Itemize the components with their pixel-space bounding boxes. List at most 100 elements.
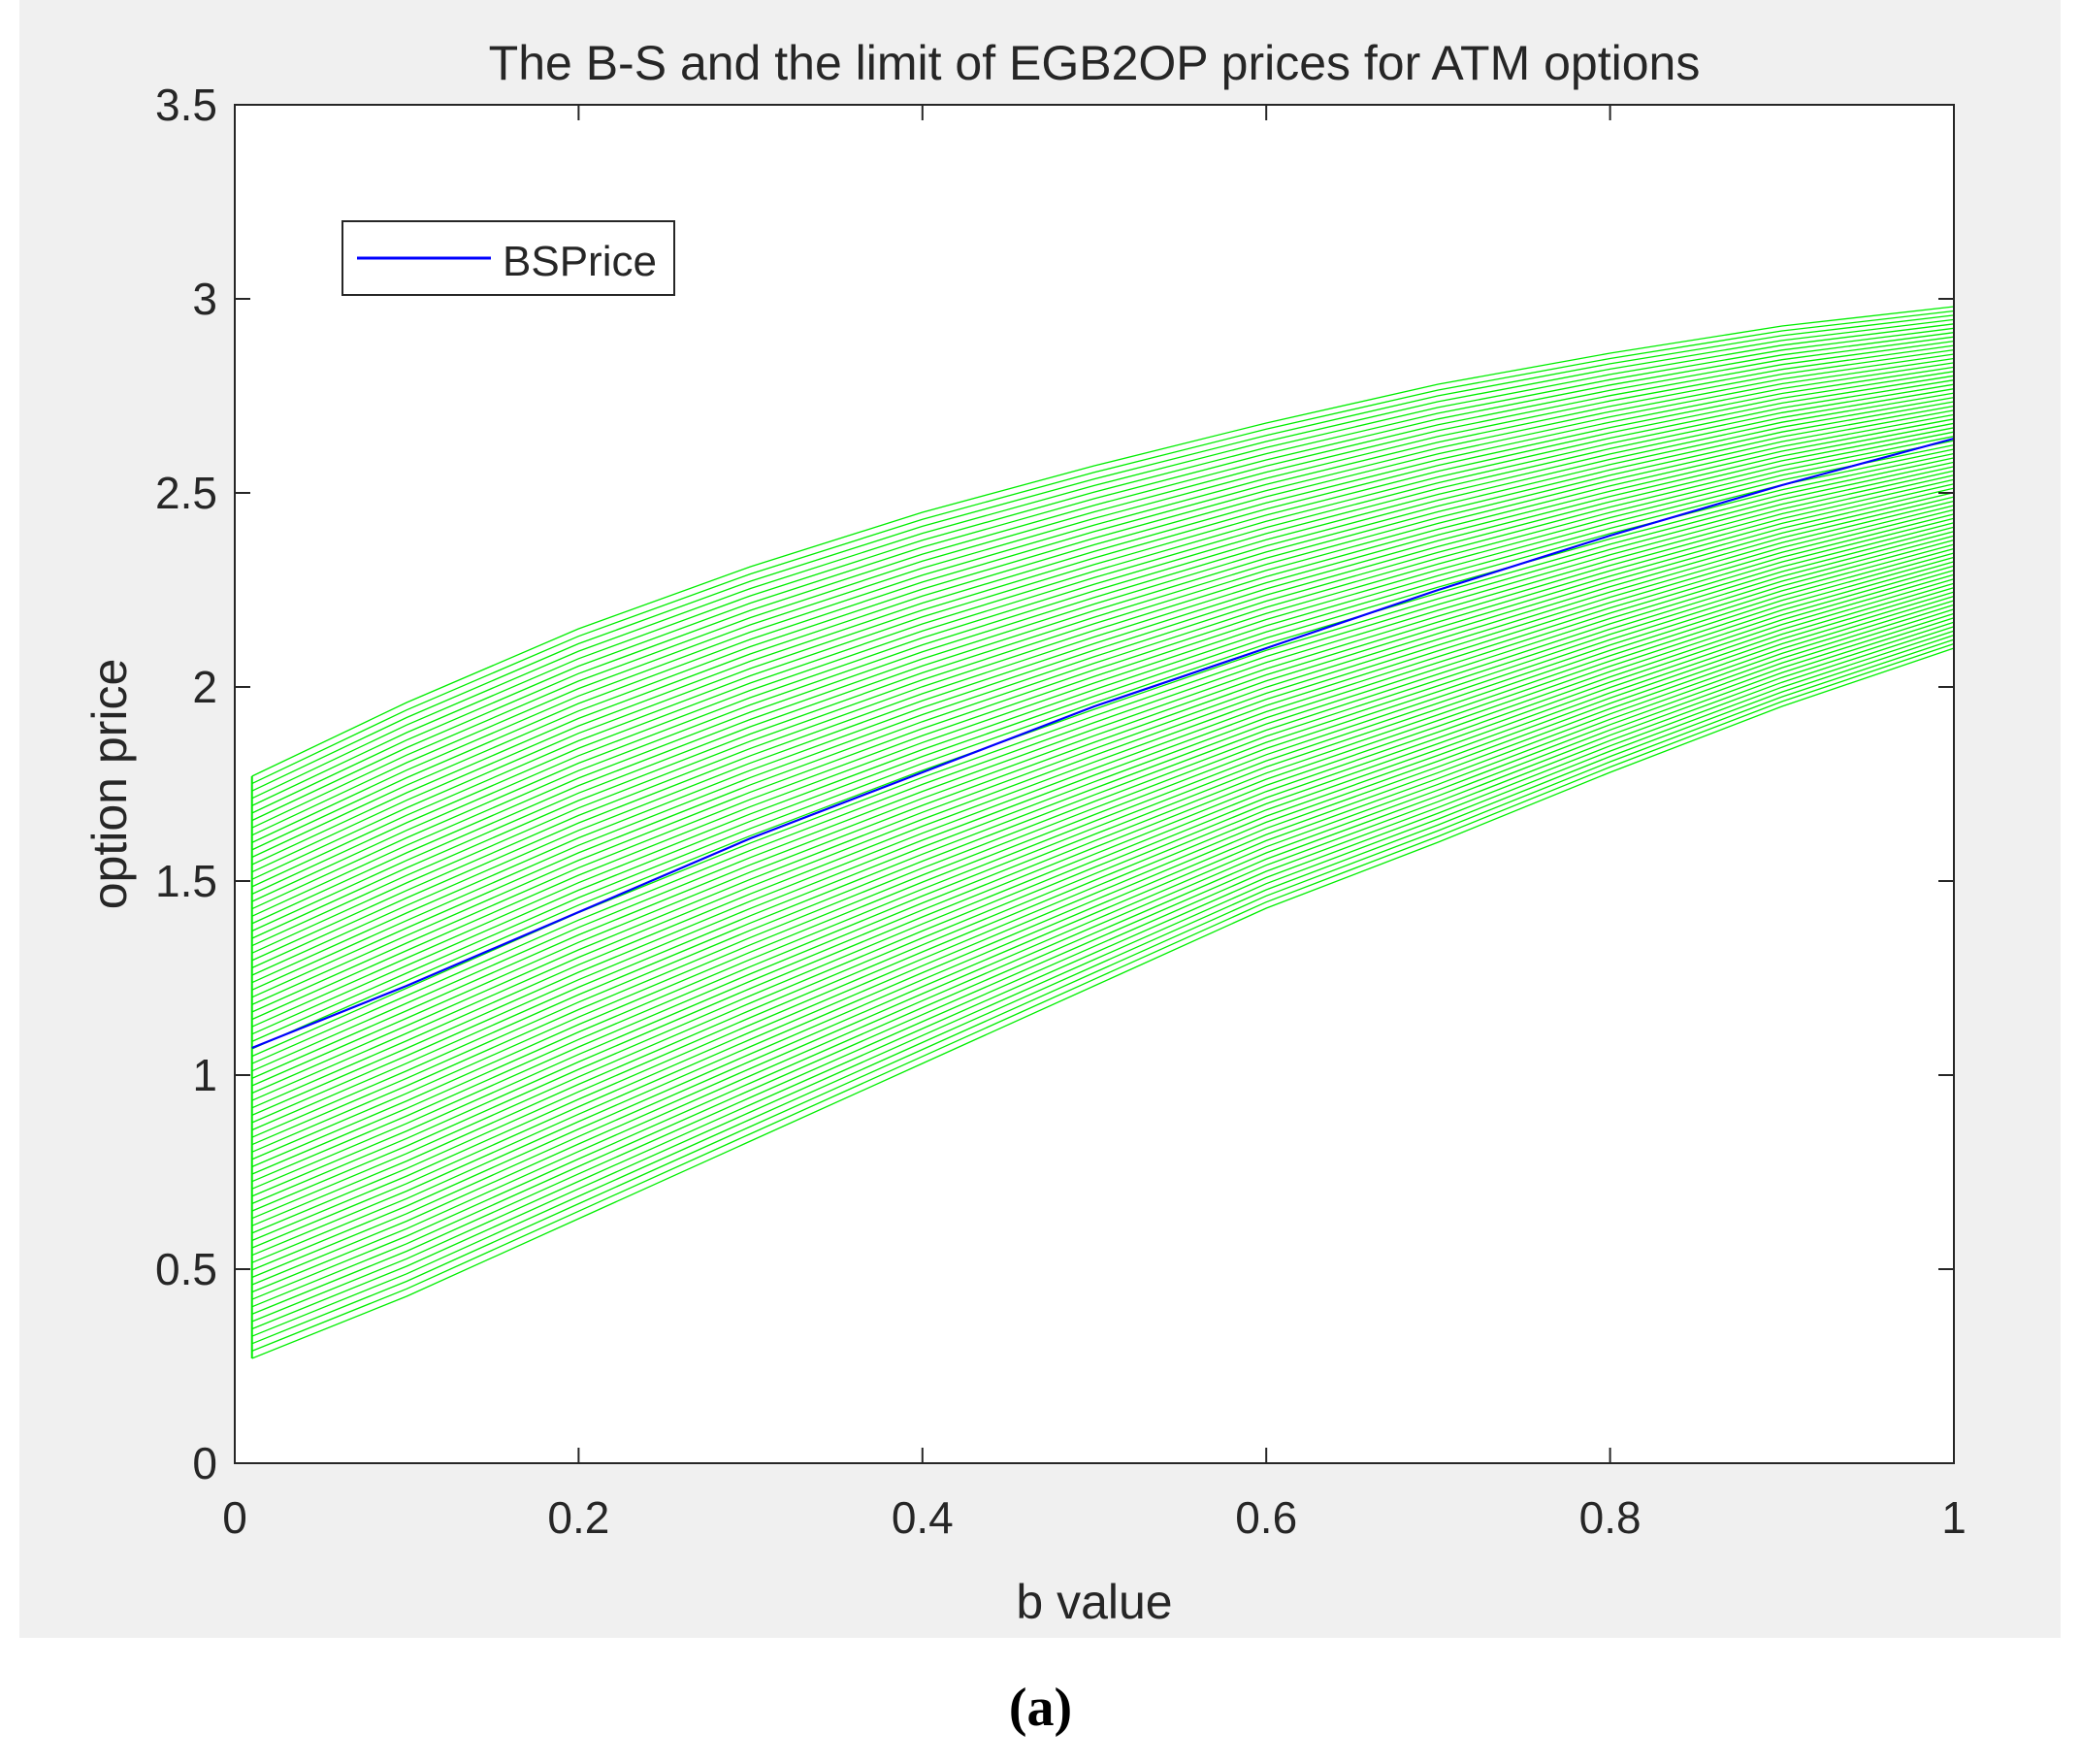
- band-line: [251, 595, 1955, 1271]
- band-line: [251, 392, 1955, 925]
- y-tick-label: 1: [192, 1050, 217, 1100]
- band-line: [251, 552, 1955, 1197]
- band-line: [251, 383, 1955, 910]
- x-tick-label: 0.8: [1579, 1492, 1642, 1543]
- series-layer: [251, 437, 1955, 1050]
- y-tick-label: 1.5: [155, 856, 217, 906]
- band-line: [251, 570, 1955, 1226]
- band-line: [251, 306, 1955, 777]
- band-line: [251, 405, 1955, 947]
- legend-label-bsprice: BSPrice: [503, 238, 657, 285]
- band-line: [251, 561, 1955, 1212]
- figure-panel: The B-S and the limit of EGB2OP prices f…: [19, 0, 2061, 1638]
- band-line: [251, 440, 1955, 1005]
- x-tick-label: 0: [222, 1492, 247, 1543]
- band-line: [251, 539, 1955, 1175]
- band-line: [251, 431, 1955, 991]
- band-line: [251, 466, 1955, 1050]
- band-line: [251, 357, 1955, 866]
- band-line: [251, 621, 1955, 1316]
- band-line: [251, 443, 1955, 1013]
- band-line: [251, 612, 1955, 1300]
- band-line: [251, 379, 1955, 902]
- y-tick-label: 3: [192, 274, 217, 324]
- chart: The B-S and the limit of EGB2OP prices f…: [82, 36, 1967, 1629]
- band-line: [251, 500, 1955, 1109]
- band-line: [251, 409, 1955, 954]
- band-line: [251, 362, 1955, 873]
- figure-caption: (a): [1008, 1678, 1073, 1738]
- band-line: [251, 547, 1955, 1190]
- band-line: [251, 638, 1955, 1345]
- band-line: [251, 366, 1955, 880]
- chart-title: The B-S and the limit of EGB2OP prices f…: [489, 36, 1701, 90]
- band-line: [251, 526, 1955, 1153]
- band-line: [251, 582, 1955, 1249]
- band-line: [251, 586, 1955, 1257]
- y-tick-label: 3.5: [155, 80, 217, 130]
- band-line: [251, 591, 1955, 1263]
- band-line: [251, 314, 1955, 792]
- band-line: [251, 522, 1955, 1146]
- band-line: [251, 508, 1955, 1124]
- band-line: [251, 401, 1955, 939]
- band-line: [251, 318, 1955, 800]
- band-line: [251, 332, 1955, 822]
- x-axis-label: b value: [1016, 1575, 1172, 1629]
- band-line: [251, 340, 1955, 836]
- band-line: [251, 336, 1955, 829]
- band-line: [251, 353, 1955, 859]
- band-line: [251, 388, 1955, 917]
- band-line: [251, 327, 1955, 814]
- band-line: [251, 517, 1955, 1138]
- band-line: [251, 642, 1955, 1353]
- band-line: [251, 457, 1955, 1035]
- band-line: [251, 461, 1955, 1042]
- band-line: [251, 556, 1955, 1205]
- band-line: [251, 573, 1955, 1234]
- band-line: [251, 565, 1955, 1220]
- band-line: [251, 630, 1955, 1330]
- band-line: [251, 375, 1955, 896]
- band-line: [251, 626, 1955, 1323]
- y-tick-label: 2.5: [155, 468, 217, 518]
- band-line: [251, 418, 1955, 969]
- band-line: [251, 535, 1955, 1168]
- plot-frame: [234, 104, 1955, 1464]
- band-line: [251, 487, 1955, 1087]
- egb2op-band: [250, 306, 1955, 1359]
- band-line: [251, 647, 1955, 1359]
- plot-area: [235, 105, 1954, 1463]
- band-line: [251, 543, 1955, 1183]
- legend: BSPrice: [341, 220, 675, 296]
- y-tick-label: 2: [192, 662, 217, 712]
- band-line: [251, 634, 1955, 1337]
- band-line: [251, 600, 1955, 1279]
- band-line: [251, 505, 1955, 1116]
- band-line: [251, 478, 1955, 1072]
- band-line: [251, 578, 1955, 1242]
- y-tick-label: 0: [192, 1438, 217, 1488]
- band-line: [251, 448, 1955, 1021]
- band-line: [251, 427, 1955, 984]
- band-line: [251, 608, 1955, 1293]
- band-line: [251, 310, 1955, 785]
- band-line: [251, 396, 1955, 932]
- y-tick-label: 0.5: [155, 1244, 217, 1294]
- band-line: [251, 496, 1955, 1101]
- band-line: [251, 617, 1955, 1308]
- band-line: [251, 483, 1955, 1079]
- band-line: [251, 371, 1955, 888]
- x-axis-ticks: 0 0.2 0.4 0.6 0.8 1: [222, 105, 1967, 1543]
- band-line: [251, 436, 1955, 998]
- band-line: [251, 348, 1955, 851]
- band-line: [251, 323, 1955, 806]
- x-tick-label: 0.6: [1235, 1492, 1297, 1543]
- band-line: [251, 513, 1955, 1131]
- band-line: [251, 604, 1955, 1286]
- band-line: [251, 422, 1955, 976]
- band-line: [251, 413, 1955, 962]
- x-tick-label: 1: [1941, 1492, 1967, 1543]
- band-line: [251, 344, 1955, 843]
- band-line: [251, 491, 1955, 1094]
